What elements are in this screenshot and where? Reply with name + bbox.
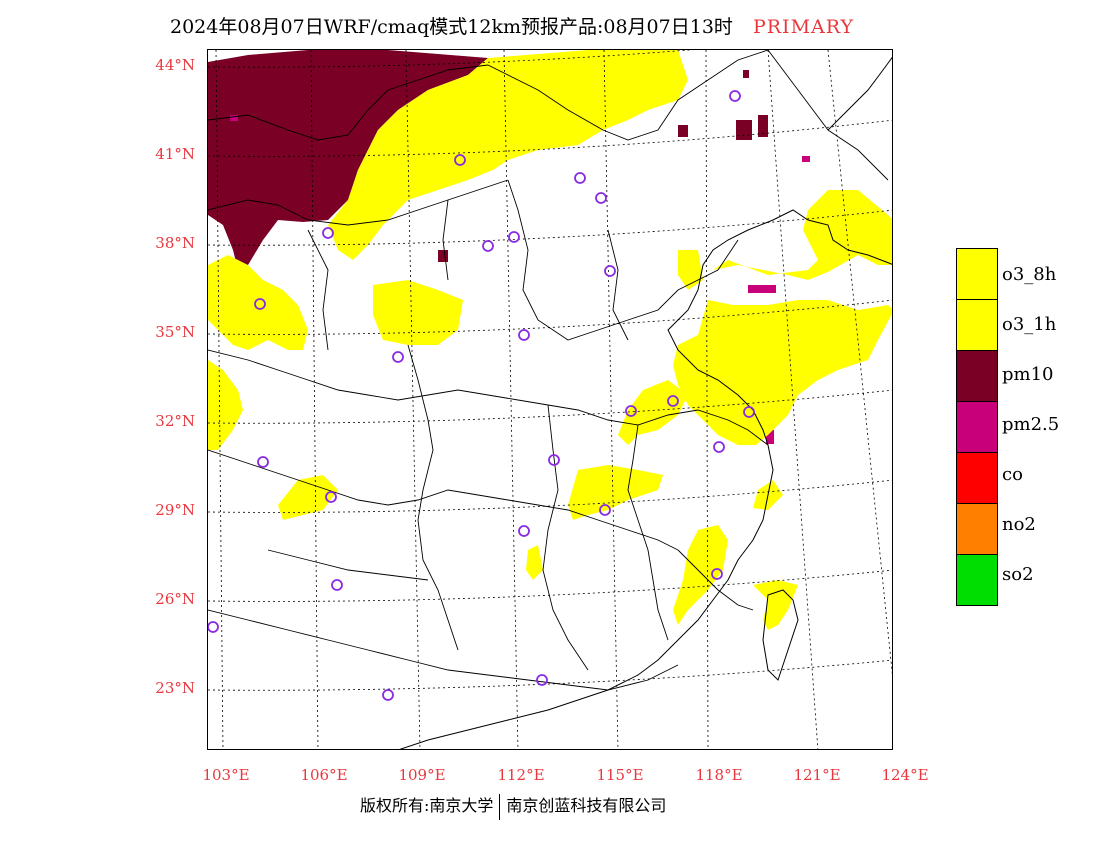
station-markers (208, 90, 755, 701)
legend-swatch-o3-1h (956, 299, 998, 351)
map-panel (207, 49, 893, 750)
lat-label-35: 35°N (155, 323, 195, 341)
footer-divider (499, 793, 501, 820)
copyright-footer: 版权所有:南京大学 南京创蓝科技有限公司 (360, 792, 666, 820)
lon-label-103: 103°E (202, 766, 250, 784)
legend-label-pm10: pm10 (1002, 364, 1054, 385)
legend-swatch-o3-8h (956, 248, 998, 300)
map-title: 2024年08月07日WRF/cmaq模式12km预报产品:08月07日13时 … (170, 12, 854, 39)
map-svg (208, 50, 892, 749)
lat-label-26: 26°N (155, 590, 195, 608)
legend-swatch-no2 (956, 503, 998, 555)
lat-label-23: 23°N (155, 679, 195, 697)
lon-label-115: 115°E (596, 766, 644, 784)
lat-label-44: 44°N (155, 56, 195, 74)
lon-label-106: 106°E (300, 766, 348, 784)
legend-label-pm25: pm2.5 (1002, 414, 1060, 435)
legend-label-no2: no2 (1002, 514, 1036, 535)
legend-label-co: co (1002, 464, 1023, 485)
legend-label-so2: so2 (1002, 564, 1034, 585)
legend-swatch-co (956, 452, 998, 504)
footer-right: 南京创蓝科技有限公司 (506, 796, 667, 815)
legend (956, 248, 998, 606)
lon-label-109: 109°E (398, 766, 446, 784)
legend-label-o3-1h: o3_1h (1002, 314, 1057, 335)
lon-label-124: 124°E (881, 766, 929, 784)
lon-label-112: 112°E (497, 766, 545, 784)
lat-label-41: 41°N (155, 145, 195, 163)
legend-label-o3-8h: o3_8h (1002, 264, 1057, 285)
lon-label-121: 121°E (793, 766, 841, 784)
title-tag: PRIMARY (752, 16, 855, 38)
footer-left: 版权所有:南京大学 (360, 796, 494, 815)
lat-label-38: 38°N (155, 234, 195, 252)
title-text: 2024年08月07日WRF/cmaq模式12km预报产品:08月07日13时 (170, 16, 733, 38)
legend-swatch-pm25 (956, 401, 998, 453)
lon-label-118: 118°E (695, 766, 743, 784)
legend-swatch-pm10 (956, 350, 998, 402)
lat-label-29: 29°N (155, 501, 195, 519)
lat-label-32: 32°N (155, 412, 195, 430)
legend-swatch-so2 (956, 554, 998, 606)
